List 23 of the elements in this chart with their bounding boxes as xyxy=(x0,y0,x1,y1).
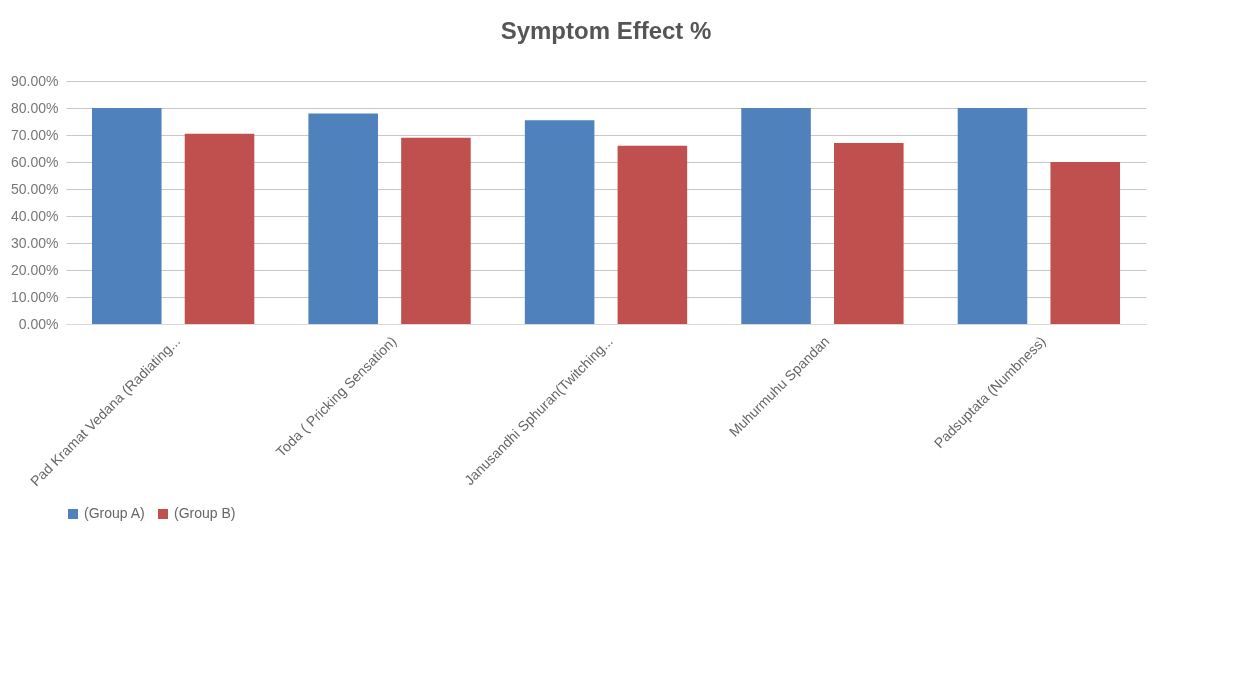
chart-title: Symptom Effect % xyxy=(500,17,712,44)
y-tick-label: 50.00% xyxy=(11,180,59,197)
y-tick-label: 10.00% xyxy=(11,288,59,305)
y-tick-label: 60.00% xyxy=(11,153,59,170)
y-tick-label: 20.00% xyxy=(11,261,59,278)
bar xyxy=(617,145,688,324)
y-tick-label: 90.00% xyxy=(11,72,59,89)
bar xyxy=(1050,162,1121,324)
legend-label: (Group B) xyxy=(174,505,236,521)
bar xyxy=(401,137,471,324)
y-tick-label: 30.00% xyxy=(11,234,59,251)
bar xyxy=(957,108,1028,324)
legend-label: (Group A) xyxy=(84,505,145,521)
y-tick-label: 0.00% xyxy=(18,315,59,332)
bar xyxy=(741,108,811,324)
y-tick-label: 80.00% xyxy=(11,99,59,116)
bar xyxy=(308,113,378,324)
bar xyxy=(184,133,255,324)
bar xyxy=(91,108,162,324)
bar xyxy=(834,143,904,324)
y-tick-label: 70.00% xyxy=(11,126,59,143)
bar xyxy=(524,120,595,324)
y-tick-label: 40.00% xyxy=(11,207,59,224)
